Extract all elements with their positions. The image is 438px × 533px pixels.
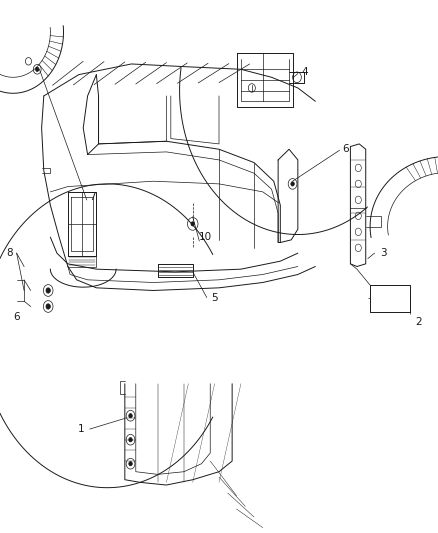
Circle shape (46, 288, 50, 293)
Circle shape (129, 462, 132, 466)
Text: 3: 3 (380, 248, 387, 258)
Text: 4: 4 (301, 67, 308, 77)
Circle shape (129, 414, 132, 418)
Text: 10: 10 (198, 232, 212, 242)
Circle shape (35, 67, 39, 71)
Text: 5: 5 (211, 294, 218, 303)
Circle shape (291, 182, 294, 186)
Text: 1: 1 (78, 424, 85, 434)
Text: 6: 6 (13, 312, 20, 322)
Circle shape (129, 438, 132, 442)
Circle shape (46, 304, 50, 309)
Text: 6: 6 (343, 144, 350, 154)
Text: 7: 7 (88, 192, 95, 202)
Text: 2: 2 (415, 318, 422, 327)
Circle shape (191, 222, 194, 226)
Text: 8: 8 (6, 248, 13, 258)
